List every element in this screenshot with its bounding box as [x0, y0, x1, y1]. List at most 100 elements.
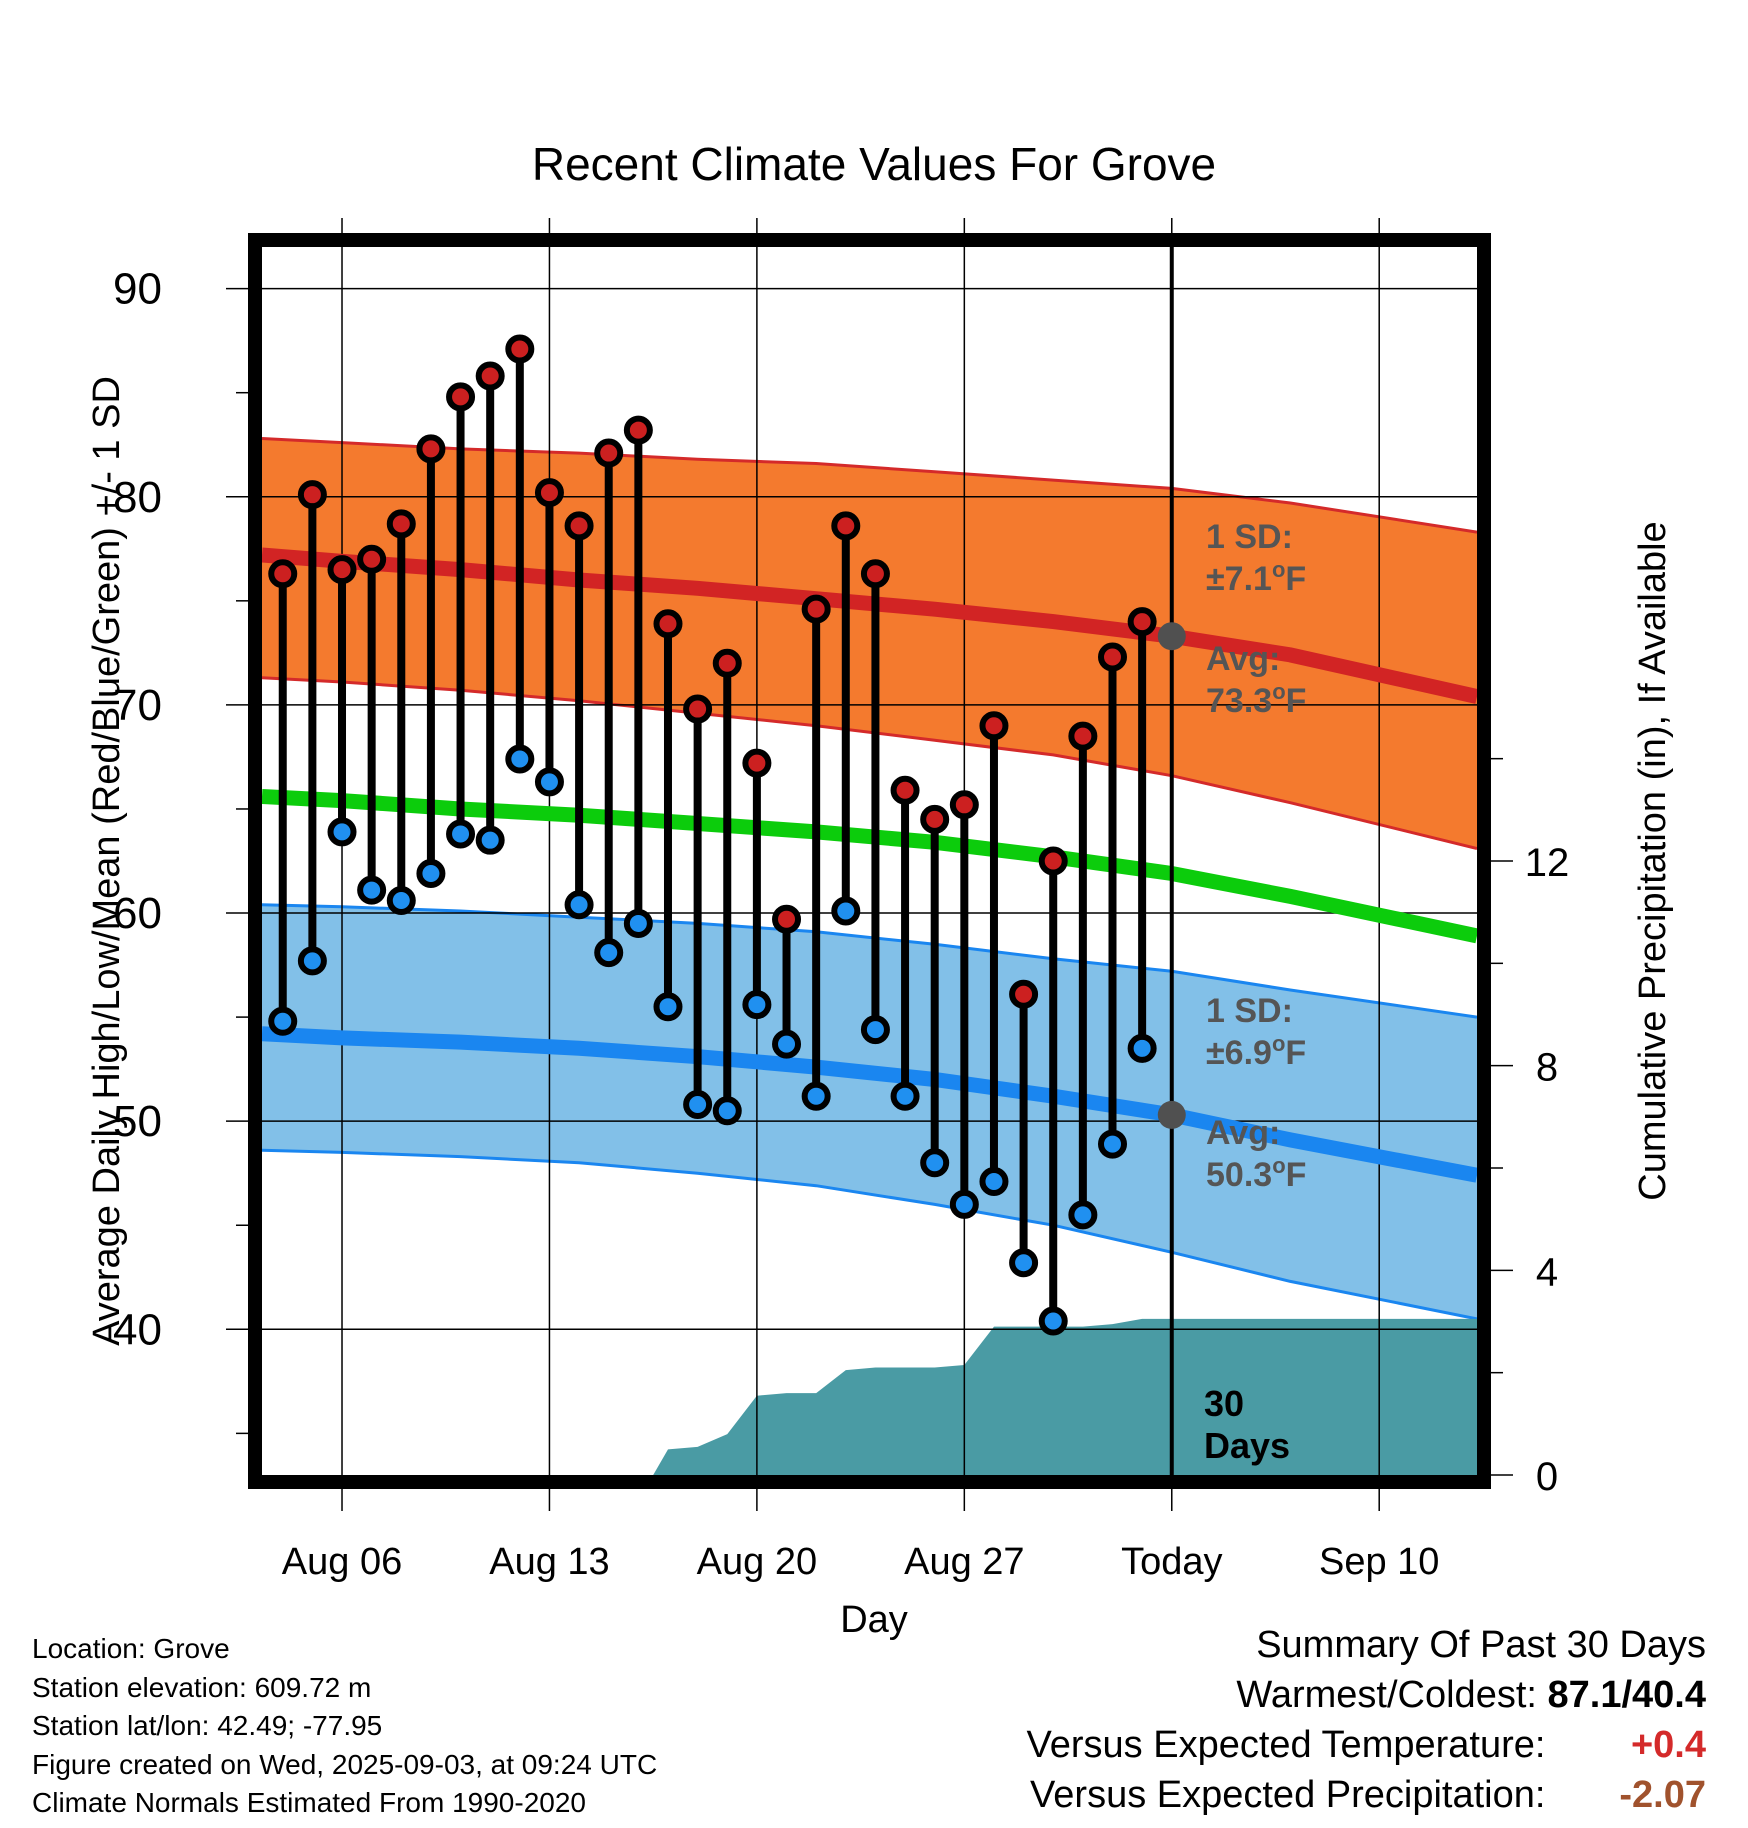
daily-low-point [683, 1090, 713, 1120]
daily-high-point [594, 438, 624, 468]
daily-high-point [683, 694, 713, 724]
y-tick-label: 50 [113, 1097, 162, 1146]
daily-low-point [653, 992, 683, 1022]
high-sd-value-number: ±7.1 [1206, 560, 1272, 598]
high-sd-value-degree: o [1272, 557, 1285, 582]
normals-text: Climate Normals Estimated From 1990-2020 [32, 1787, 586, 1818]
daily-high-point [1068, 721, 1098, 751]
latlon-text: Station lat/lon: 42.49; -77.95 [32, 1710, 383, 1741]
daily-high-point [327, 555, 357, 585]
today-high-avg-dot [1157, 622, 1186, 651]
summary-panel: Summary Of Past 30 Days Warmest/Coldest:… [1027, 1620, 1706, 1820]
daily-high-point [949, 790, 979, 820]
warmest-label: Warmest/Coldest: [1236, 1674, 1537, 1716]
y2-axis-label: Cumulative Precipitation (in), If Availa… [1632, 521, 1674, 1200]
daily-high-point [475, 361, 505, 391]
x-axis-label: Day [840, 1599, 908, 1641]
daily-low-point [1009, 1248, 1039, 1278]
daily-low-point [297, 946, 327, 976]
y-tick-label: 60 [113, 889, 162, 938]
y2-tick-label: 4 [1536, 1250, 1558, 1294]
daily-low-point [416, 858, 446, 888]
daily-low-point [712, 1096, 742, 1126]
low-sd-value-degree: o [1272, 1031, 1285, 1056]
daily-high-point [979, 711, 1009, 741]
daily-high-point [1038, 846, 1068, 876]
y2-tick-label: 0 [1536, 1455, 1558, 1499]
high-avg-value: 73.3oF [1206, 679, 1306, 720]
chart-title: Recent Climate Values For Grove [532, 138, 1216, 190]
summary-title: Summary Of Past 30 Days [1256, 1624, 1706, 1666]
daily-high-point [801, 594, 831, 624]
low-avg-value-number: 50.3 [1206, 1156, 1272, 1194]
daily-high-point [1127, 607, 1157, 637]
daily-low-point [1038, 1306, 1068, 1336]
low-avg-value-degree: o [1272, 1153, 1285, 1178]
high-sd-label: 1 SD: [1206, 518, 1293, 556]
low-avg-value: 50.3oF [1206, 1153, 1306, 1194]
daily-high-point [742, 748, 772, 778]
precip-anomaly-value: -2.07 [1619, 1774, 1706, 1816]
daily-low-point [623, 908, 653, 938]
daily-high-point [831, 511, 861, 541]
daily-high-point [386, 509, 416, 539]
daily-low-point [505, 744, 535, 774]
y-tick-label: 90 [113, 265, 162, 314]
y-tick-label: 70 [113, 681, 162, 730]
today-low-avg-dot [1157, 1100, 1186, 1129]
high-avg-label: Avg: [1206, 640, 1280, 678]
low-sd-value-number: ±6.9 [1206, 1034, 1272, 1072]
daily-low-point [446, 819, 476, 849]
station-info: Location: Grove Station elevation: 609.7… [32, 1630, 657, 1823]
daily-low-point [594, 938, 624, 968]
high-sd-value-unit: F [1285, 560, 1306, 598]
daily-high-point [446, 382, 476, 412]
daily-high-point [505, 334, 535, 364]
y-axis-label: Average Daily High/Low/Mean (Red/Blue/Gr… [86, 376, 128, 1346]
x-tick-label: Sep 10 [1319, 1541, 1439, 1583]
high-avg-value-unit: F [1286, 682, 1307, 720]
daily-high-point [534, 478, 564, 508]
precip-anomaly-label: Versus Expected Precipitation: [1030, 1774, 1546, 1816]
daily-low-point [831, 896, 861, 926]
daily-high-point [357, 544, 387, 574]
daily-high-point [623, 415, 653, 445]
daily-low-point [979, 1167, 1009, 1197]
daily-high-point [890, 775, 920, 805]
temp-anomaly-value: +0.4 [1630, 1724, 1706, 1766]
daily-high-point [416, 434, 446, 464]
daily-low-point [949, 1189, 979, 1219]
x-tick-label: Aug 06 [282, 1541, 402, 1583]
daily-high-point [1009, 979, 1039, 1009]
daily-high-point [564, 511, 594, 541]
plot-background [262, 247, 1477, 1475]
daily-low-point [772, 1029, 802, 1059]
summary-warmest-row: Warmest/Coldest: 87.1/40.4 [1027, 1670, 1706, 1720]
high-avg-value-degree: o [1272, 679, 1285, 704]
low-sd-label: 1 SD: [1206, 992, 1293, 1030]
daily-low-point [920, 1148, 950, 1178]
daily-low-point [564, 890, 594, 920]
low-avg-label: Avg: [1206, 1114, 1280, 1152]
elevation-text: Station elevation: 609.72 m [32, 1671, 372, 1703]
daily-low-point [268, 1006, 298, 1036]
daily-low-point [357, 875, 387, 905]
daily-low-point [1127, 1033, 1157, 1063]
daily-low-point [534, 767, 564, 797]
plot-frame [248, 233, 1491, 1489]
daily-low-point [1098, 1129, 1127, 1159]
x-tick-label: Today [1121, 1541, 1222, 1583]
daily-high-point [712, 648, 742, 678]
daily-high-point [297, 480, 327, 510]
y2-tick-label: 8 [1536, 1046, 1558, 1090]
daily-high-point [920, 804, 950, 834]
daily-low-point [860, 1015, 890, 1045]
daily-high-point [268, 559, 298, 589]
days-word-label: Days [1204, 1425, 1290, 1466]
daily-low-point [1068, 1200, 1098, 1230]
created-text: Figure created on Wed, 2025-09-03, at 09… [32, 1748, 658, 1780]
x-tick-label: Aug 27 [904, 1541, 1024, 1583]
